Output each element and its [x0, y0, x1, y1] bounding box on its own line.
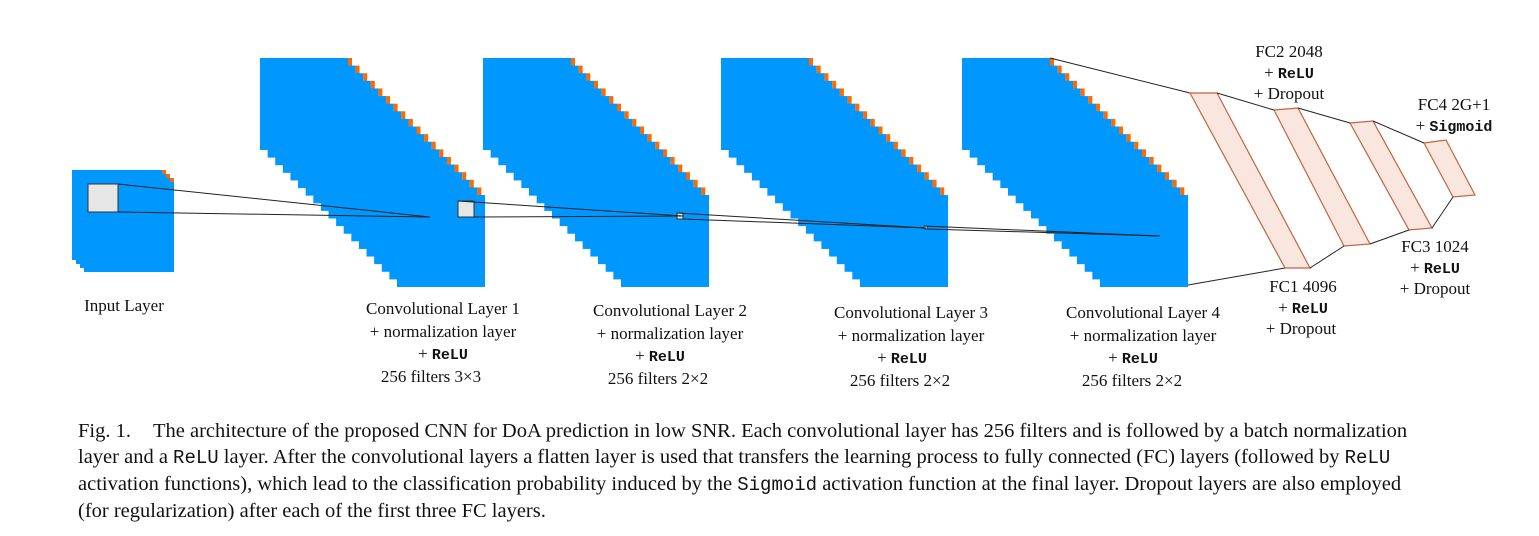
fc2-title: FC2 2048	[1255, 42, 1323, 61]
figure-caption: Fig. 1. The architecture of the proposed …	[78, 418, 1538, 524]
conv-layer-2-norm: + normalization layer	[597, 324, 744, 343]
conv-layer-2-activation: + ReLU	[635, 346, 685, 366]
input-kernel	[87, 183, 119, 213]
caption-code-relu-2: ReLU	[1344, 447, 1391, 469]
connection-line	[457, 200, 684, 217]
fc3-act-prefix: +	[1410, 258, 1424, 277]
conv-layer-3-label: Convolutional Layer 3 + normalization la…	[834, 303, 988, 390]
fc3-act: ReLU	[1424, 261, 1460, 278]
conv-layer-4-label: Convolutional Layer 4 + normalization la…	[1066, 303, 1220, 390]
fc3-dropout: + Dropout	[1400, 279, 1471, 298]
fc1-dropout: + Dropout	[1266, 319, 1337, 338]
caption-text-2a: layer and a	[78, 446, 174, 468]
cnn-architecture-diagram: Input Layer Convolutional Layer 1 + norm…	[72, 42, 1493, 390]
fc-connector	[1372, 120, 1425, 144]
conv-layer-2-stack	[483, 58, 709, 287]
connection-line	[473, 215, 684, 218]
flatten-line-bottom	[1187, 267, 1286, 286]
connection-line	[682, 218, 927, 229]
fc1-act: ReLU	[1292, 301, 1328, 318]
fc1-act-prefix: +	[1278, 298, 1292, 317]
conv-layer-1-label: Convolutional Layer 1 + normalization la…	[366, 299, 520, 386]
conv-layer-1-act: ReLU	[432, 347, 468, 364]
caption-text-2b: layer. After the convolutional layers a …	[218, 446, 1345, 468]
conv-layer-2-filters: 256 filters 2×2	[608, 369, 708, 388]
caption-line-1: Fig. 1. The architecture of the proposed …	[78, 418, 1538, 444]
conv-layer-1-filters: 256 filters 3×3	[381, 367, 481, 386]
conv-sheet	[1100, 195, 1188, 287]
fc4-title: FC4 2G+1	[1418, 95, 1490, 114]
fc1-label: FC1 4096 + ReLU + Dropout	[1266, 277, 1337, 338]
fc4-label: FC4 2G+1 + Sigmoid	[1416, 95, 1493, 136]
conv-layer-4-act-prefix: +	[1108, 348, 1122, 367]
conv-sheet	[860, 195, 948, 287]
fc4-act: Sigmoid	[1429, 119, 1492, 136]
conv-layer-1-title: Convolutional Layer 1	[366, 299, 520, 318]
conv-layer-4-filters: 256 filters 2×2	[1082, 371, 1182, 390]
fc-connector	[1297, 107, 1351, 124]
caption-line-2: layer and a ReLU layer. After the convol…	[78, 444, 1538, 471]
fc-connector	[1216, 92, 1275, 111]
fc2-act-prefix: +	[1264, 63, 1278, 82]
fc3-title: FC3 1024	[1401, 237, 1469, 256]
connection-line	[676, 212, 927, 229]
connection-line	[926, 228, 1161, 237]
fc2-dropout: + Dropout	[1254, 84, 1325, 103]
fc3-shape	[1349, 120, 1433, 231]
fc4-act-prefix: +	[1416, 116, 1430, 135]
conv-layer-2-label: Convolutional Layer 2 + normalization la…	[593, 301, 747, 388]
caption-text-1: The architecture of the proposed CNN for…	[152, 420, 1408, 442]
fc-connector	[1369, 229, 1410, 245]
caption-line-3: activation functions), which lead to the…	[78, 471, 1538, 498]
flatten-line-top	[1049, 57, 1191, 94]
figure-number: Fig. 1.	[78, 420, 131, 442]
caption-text-3b: activation function at the final layer. …	[817, 473, 1402, 495]
fc3-label: FC3 1024 + ReLU + Dropout	[1400, 237, 1471, 298]
conv-layer-3-filters: 256 filters 2×2	[850, 371, 950, 390]
caption-text-4: (for regularization) after each of the f…	[78, 500, 546, 522]
connection-line	[117, 211, 431, 218]
fc1-activation: + ReLU	[1278, 298, 1328, 318]
caption-code-sigmoid: Sigmoid	[737, 474, 818, 496]
fc-connector	[1431, 196, 1454, 229]
caption-text-3a: activation functions), which lead to the…	[78, 473, 738, 495]
input-layer-label: Input Layer	[84, 296, 164, 315]
conv-layer-2-act: ReLU	[649, 349, 685, 366]
conv-layer-4-title: Convolutional Layer 4	[1066, 303, 1220, 322]
conv-layer-2-title: Convolutional Layer 2	[593, 301, 747, 320]
fc4-shape	[1423, 139, 1476, 198]
fc2-activation: + ReLU	[1264, 63, 1314, 83]
conv-layer-4-activation: + ReLU	[1108, 348, 1158, 368]
conv-layer-1-act-prefix: +	[418, 344, 432, 363]
connection-lines	[87, 57, 1286, 286]
conv-layer-stacks	[260, 58, 1188, 287]
conv-layer-3-title: Convolutional Layer 3	[834, 303, 988, 322]
conv-layer-1-activation: + ReLU	[418, 344, 468, 364]
input-layer-stack	[72, 170, 174, 272]
conv-layer-2-act-prefix: +	[635, 346, 649, 365]
conv-layer-4-act: ReLU	[1122, 351, 1158, 368]
caption-line-4: (for regularization) after each of the f…	[78, 498, 1538, 524]
conv-layer-1-stack	[260, 58, 485, 287]
fc-layers	[1188, 92, 1476, 269]
conv-layer-3-activation: + ReLU	[877, 348, 927, 368]
fc2-act: ReLU	[1278, 66, 1314, 83]
conv-layer-3-stack	[721, 58, 948, 287]
fc1-title: FC1 4096	[1269, 277, 1337, 296]
fc4-activation: + Sigmoid	[1416, 116, 1493, 136]
conv-layer-1-norm: + normalization layer	[370, 322, 517, 341]
fc-connector	[1309, 245, 1345, 269]
conv-layer-3-norm: + normalization layer	[838, 326, 985, 345]
conv-layer-4-norm: + normalization layer	[1070, 326, 1217, 345]
caption-code-relu: ReLU	[173, 447, 219, 469]
conv-layer-4-stack	[962, 58, 1188, 287]
connection-line	[117, 183, 431, 218]
fc2-label: FC2 2048 + ReLU + Dropout	[1254, 42, 1325, 103]
conv-layer-1-kernel	[457, 200, 475, 218]
conv-layer-3-act-prefix: +	[877, 348, 891, 367]
conv-layer-3-act: ReLU	[891, 351, 927, 368]
conv-sheet	[621, 195, 709, 287]
fc3-activation: + ReLU	[1410, 258, 1460, 278]
